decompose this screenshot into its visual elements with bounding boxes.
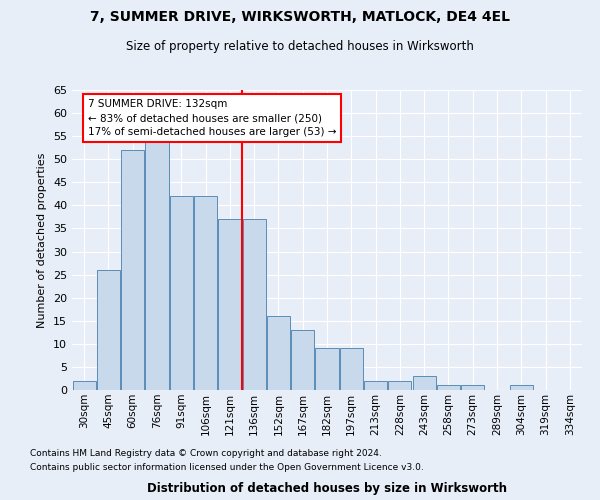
Bar: [340, 348, 363, 390]
Bar: [388, 381, 412, 390]
Text: Distribution of detached houses by size in Wirksworth: Distribution of detached houses by size …: [147, 482, 507, 495]
Bar: [170, 196, 193, 390]
Bar: [413, 376, 436, 390]
Bar: [510, 386, 533, 390]
Bar: [437, 386, 460, 390]
Bar: [316, 348, 338, 390]
Text: Contains HM Land Registry data © Crown copyright and database right 2024.: Contains HM Land Registry data © Crown c…: [30, 448, 382, 458]
Bar: [145, 141, 169, 390]
Text: Size of property relative to detached houses in Wirksworth: Size of property relative to detached ho…: [126, 40, 474, 53]
Bar: [194, 196, 217, 390]
Bar: [267, 316, 290, 390]
Text: 7 SUMMER DRIVE: 132sqm
← 83% of detached houses are smaller (250)
17% of semi-de: 7 SUMMER DRIVE: 132sqm ← 83% of detached…: [88, 99, 336, 137]
Bar: [461, 386, 484, 390]
Text: 7, SUMMER DRIVE, WIRKSWORTH, MATLOCK, DE4 4EL: 7, SUMMER DRIVE, WIRKSWORTH, MATLOCK, DE…: [90, 10, 510, 24]
Bar: [364, 381, 387, 390]
Bar: [73, 381, 95, 390]
Bar: [97, 270, 120, 390]
Bar: [291, 330, 314, 390]
Text: Contains public sector information licensed under the Open Government Licence v3: Contains public sector information licen…: [30, 464, 424, 472]
Y-axis label: Number of detached properties: Number of detached properties: [37, 152, 47, 328]
Bar: [121, 150, 144, 390]
Bar: [218, 219, 241, 390]
Bar: [242, 219, 266, 390]
